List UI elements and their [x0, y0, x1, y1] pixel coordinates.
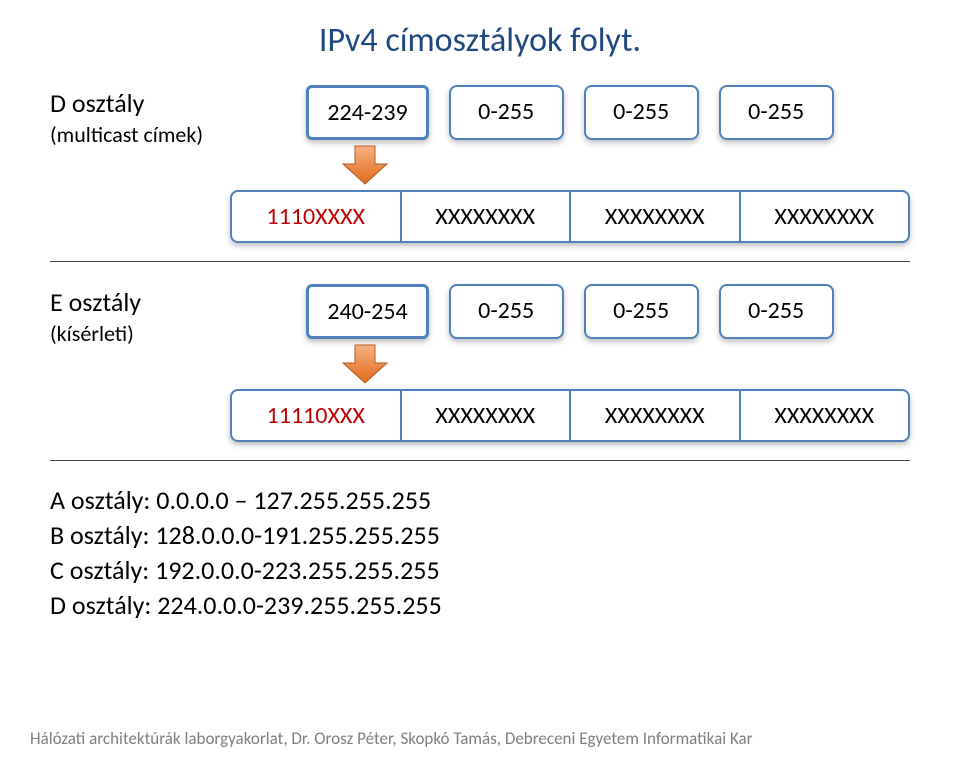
class-d-octet-3: 0-255	[584, 85, 699, 140]
class-e-octet-4: 0-255	[719, 284, 834, 339]
separator-2	[50, 460, 910, 461]
class-d-label-main: D osztály	[50, 87, 144, 119]
separator-1	[50, 261, 910, 262]
class-e-octet-2: 0-255	[449, 284, 564, 339]
class-e-octet-boxes: 240-254 0-255 0-255 0-255	[306, 284, 833, 339]
class-d-bits-4: XXXXXXXX	[741, 190, 911, 243]
class-e-octet-1: 240-254	[306, 284, 428, 339]
class-e-bits-2: XXXXXXXX	[402, 389, 572, 442]
class-e-label: E osztály (kísérleti)	[50, 284, 230, 348]
class-e-block: E osztály (kísérleti) 240-254 0-255 0-25…	[50, 284, 910, 442]
class-e-bits-box: 11110XXX XXXXXXXX XXXXXXXX XXXXXXXX	[230, 389, 910, 442]
class-e-label-main: E osztály	[50, 286, 141, 318]
class-e-bits-3: XXXXXXXX	[571, 389, 741, 442]
range-c: C osztály: 192.0.0.0-223.255.255.255	[50, 553, 910, 588]
range-a: A osztály: 0.0.0.0 – 127.255.255.255	[50, 483, 910, 518]
class-d-octet-4: 0-255	[719, 85, 834, 140]
range-d: D osztály: 224.0.0.0-239.255.255.255	[50, 588, 910, 623]
class-d-octet-2: 0-255	[449, 85, 564, 140]
class-e-octet-3: 0-255	[584, 284, 699, 339]
class-d-bits-3: XXXXXXXX	[571, 190, 741, 243]
range-b: B osztály: 128.0.0.0-191.255.255.255	[50, 518, 910, 553]
footer-text: Hálózati architektúrák laborgyakorlat, D…	[30, 728, 753, 749]
class-d-bits-box: 1110XXXX XXXXXXXX XXXXXXXX XXXXXXXX	[230, 190, 910, 243]
class-d-octet-1: 224-239	[306, 85, 428, 140]
page-title: IPv4 címosztályok folyt.	[50, 20, 910, 61]
class-d-block: D osztály (multicast címek) 224-239 0-25…	[50, 85, 910, 243]
class-d-bits-1: 1110XXXX	[230, 190, 402, 243]
class-d-octet-boxes: 224-239 0-255 0-255 0-255	[306, 85, 833, 140]
class-d-arrow	[546, 144, 594, 186]
class-d-bits-2: XXXXXXXX	[402, 190, 572, 243]
class-e-bits-4: XXXXXXXX	[741, 389, 911, 442]
class-e-bits-1: 11110XXX	[230, 389, 402, 442]
class-d-label-sub: (multicast címek)	[50, 121, 203, 148]
class-d-label: D osztály (multicast címek)	[50, 85, 230, 149]
class-ranges: A osztály: 0.0.0.0 – 127.255.255.255 B o…	[50, 483, 910, 623]
class-e-arrow	[546, 343, 594, 385]
class-e-label-sub: (kísérleti)	[50, 320, 134, 347]
